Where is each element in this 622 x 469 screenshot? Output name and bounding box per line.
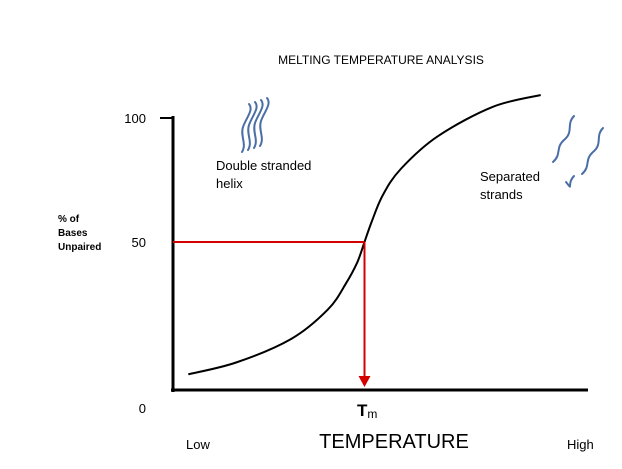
annotation-separated-line-1: Separated	[480, 169, 540, 184]
y-tick-0: 0	[139, 401, 146, 416]
y-tick-100: 100	[124, 111, 146, 126]
tm-label-sub: m	[367, 407, 377, 421]
x-end-low: Low	[186, 437, 210, 452]
tm-arrowhead	[358, 376, 371, 387]
y-tick-50: 50	[132, 235, 146, 250]
tm-label-main: T	[357, 401, 368, 420]
annotation-double-line-1: Double stranded	[216, 158, 311, 173]
annotation-double-line-2: helix	[216, 176, 243, 191]
tm-label: Tm	[357, 401, 377, 421]
chart-title: MELTING TEMPERATURE ANALYSIS	[278, 53, 484, 67]
annotation-separated-line-2: strands	[480, 187, 523, 202]
x-end-high: High	[567, 437, 594, 452]
y-axis-label-line-3: Unpaired	[58, 242, 101, 253]
double-helix-icon	[241, 97, 270, 153]
y-axis-label-line-2: Bases	[58, 228, 88, 239]
y-axis-label-line-1: % of	[58, 214, 80, 225]
separated-strand-icon	[552, 115, 604, 188]
x-axis-label: TEMPERATURE	[319, 431, 469, 453]
